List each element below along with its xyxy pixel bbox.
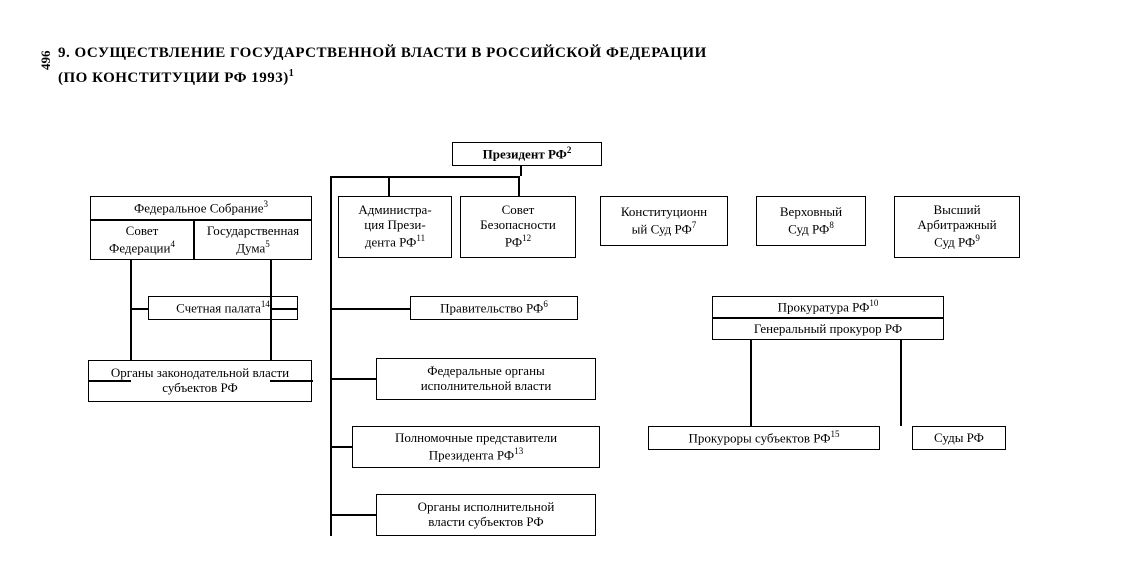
node-label-sovet_bez: СоветБезопасностиРФ12 xyxy=(480,203,556,250)
node-pravitelstvo: Правительство РФ6 xyxy=(410,296,578,320)
edge-10 xyxy=(130,260,132,360)
node-fed_sobranie: Федеральное Собрание3 xyxy=(90,196,312,220)
edge-11 xyxy=(270,260,272,360)
node-admin_prez: Администра-ция Прези-дента РФ11 xyxy=(338,196,452,258)
node-label-prokuratura: Прокуратура РФ10 xyxy=(778,298,879,315)
node-sovet_bez: СоветБезопасностиРФ12 xyxy=(460,196,576,258)
page-number: 496 xyxy=(38,51,54,71)
edge-6 xyxy=(330,308,410,310)
edge-18 xyxy=(648,438,649,440)
node-gos_duma: Государственная Дума5 xyxy=(194,220,312,260)
edge-9 xyxy=(330,514,376,516)
node-label-prokurory_sub: Прокуроры субъектов РФ15 xyxy=(688,429,839,446)
node-label-president: Президент РФ2 xyxy=(483,145,572,162)
edge-17 xyxy=(900,340,902,426)
node-label-admin_prez: Администра-ция Прези-дента РФ11 xyxy=(358,203,431,250)
node-label-gos_duma: Государственная Дума5 xyxy=(199,224,307,256)
node-label-fed_sobranie: Федеральное Собрание3 xyxy=(134,199,268,216)
node-label-sovet_fed: Совет Федерации4 xyxy=(95,224,189,256)
diagram-canvas: 496 9. ОСУЩЕСТВЛЕНИЕ ГОСУДАРСТВЕННОЙ ВЛА… xyxy=(0,0,1121,575)
edge-13 xyxy=(270,308,298,310)
edge-12 xyxy=(130,308,148,310)
node-konst_sud: Конституционный Суд РФ7 xyxy=(600,196,728,246)
node-label-pravitelstvo: Правительство РФ6 xyxy=(440,299,548,316)
edge-1 xyxy=(520,166,522,176)
node-sovet_fed: Совет Федерации4 xyxy=(90,220,194,260)
edge-7 xyxy=(330,378,376,380)
edge-0 xyxy=(388,176,520,178)
node-verh_sud: ВерховныйСуд РФ8 xyxy=(756,196,866,246)
node-prokurory_sub: Прокуроры субъектов РФ15 xyxy=(648,426,880,450)
node-label-arbitrazh: ВысшийАрбитражныйСуд РФ9 xyxy=(917,203,996,250)
node-president: Президент РФ2 xyxy=(452,142,602,166)
page-title-line2: (ПО КОНСТИТУЦИИ РФ 1993)1 xyxy=(58,68,294,87)
node-label-gen_prokuror: Генеральный прокурор РФ xyxy=(754,322,902,337)
node-label-isp_vlast_sub: Органы исполнительнойвласти субъектов РФ xyxy=(418,500,555,530)
edge-5 xyxy=(330,176,388,178)
node-arbitrazh: ВысшийАрбитражныйСуд РФ9 xyxy=(894,196,1020,258)
node-label-verh_sud: ВерховныйСуд РФ8 xyxy=(780,205,842,237)
node-label-fed_org_isp: Федеральные органыисполнительной власти xyxy=(421,364,552,394)
node-isp_vlast_sub: Органы исполнительнойвласти субъектов РФ xyxy=(376,494,596,536)
page-title-line1: 9. ОСУЩЕСТВЛЕНИЕ ГОСУДАРСТВЕННОЙ ВЛАСТИ … xyxy=(58,45,707,62)
edge-14 xyxy=(88,380,131,382)
node-label-sudy_rf: Суды РФ xyxy=(934,431,984,446)
node-label-polnomoch: Полномочные представителиПрезидента РФ13 xyxy=(395,431,557,463)
edge-3 xyxy=(518,176,520,196)
edge-8 xyxy=(330,446,352,448)
node-fed_org_isp: Федеральные органыисполнительной власти xyxy=(376,358,596,400)
node-polnomoch: Полномочные представителиПрезидента РФ13 xyxy=(352,426,600,468)
node-label-schet_palata: Счетная палата14 xyxy=(176,299,270,316)
node-gen_prokuror: Генеральный прокурор РФ xyxy=(712,318,944,340)
node-sudy_rf: Суды РФ xyxy=(912,426,1006,450)
edge-16 xyxy=(750,340,752,426)
edge-4 xyxy=(330,176,332,536)
node-label-konst_sud: Конституционный Суд РФ7 xyxy=(621,205,707,237)
node-prokuratura: Прокуратура РФ10 xyxy=(712,296,944,318)
edge-15 xyxy=(270,380,313,382)
edge-2 xyxy=(388,176,390,196)
